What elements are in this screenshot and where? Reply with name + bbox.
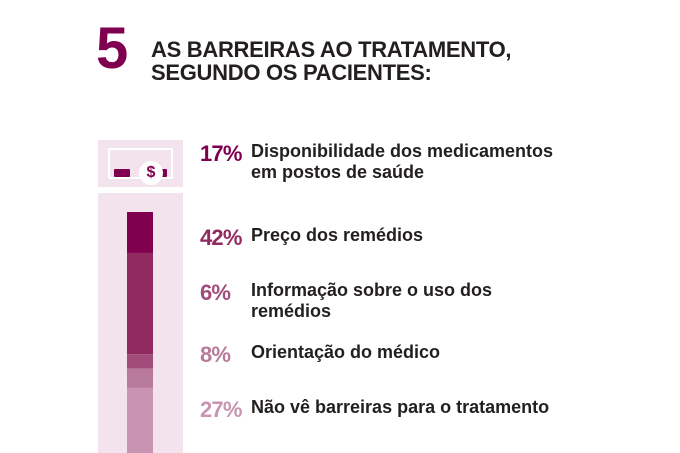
category-label-3: Informação sobre o uso dos remédios [251,280,492,322]
bar-segment-4 [127,368,153,388]
category-label-1-line-1: Disponibilidade dos medicamentos [251,141,554,161]
category-label-4: Orientação do médico [251,342,440,363]
stacked-bar-chart [127,212,153,453]
chart-number: 5 [96,16,128,81]
dollar-icon: $ [139,161,163,185]
category-label-1-line-2: em postos de saúde [251,162,425,182]
money-icon: $ [108,148,173,185]
category-label-2-line-1: Preço dos remédios [251,225,424,245]
money-icon-left-bar [114,169,130,177]
value-label-1: 17% [200,141,242,166]
bar-segment-5 [127,387,153,453]
bar-segment-2 [127,252,153,355]
category-label-2: Preço dos remédios [251,225,423,246]
category-label-5-line-1: Não vê barreiras para o tratamento [251,397,550,417]
chart-title-line-1: AS BARREIRAS AO TRATAMENTO, [151,37,512,62]
chart-title: AS BARREIRAS AO TRATAMENTO, SEGUNDO OS P… [151,37,512,85]
value-label-2: 42% [200,225,242,250]
stacked-bar-panel [98,193,183,453]
category-label-3-line-1: Informação sobre o uso dos [251,280,493,300]
bar-segment-3 [127,354,153,369]
value-label-5: 27% [200,397,242,422]
value-label-4: 8% [200,342,231,367]
money-icon-panel: $ [98,140,183,187]
category-label-5: Não vê barreiras para o tratamento [251,397,549,418]
chart-title-line-2: SEGUNDO OS PACIENTES: [151,60,432,85]
category-label-1: Disponibilidade dos medicamentos em posto… [251,141,553,183]
category-label-3-line-2: remédios [251,301,332,321]
bar-segment-1 [127,212,153,253]
category-label-4-line-1: Orientação do médico [251,342,441,362]
value-label-3: 6% [200,280,231,305]
